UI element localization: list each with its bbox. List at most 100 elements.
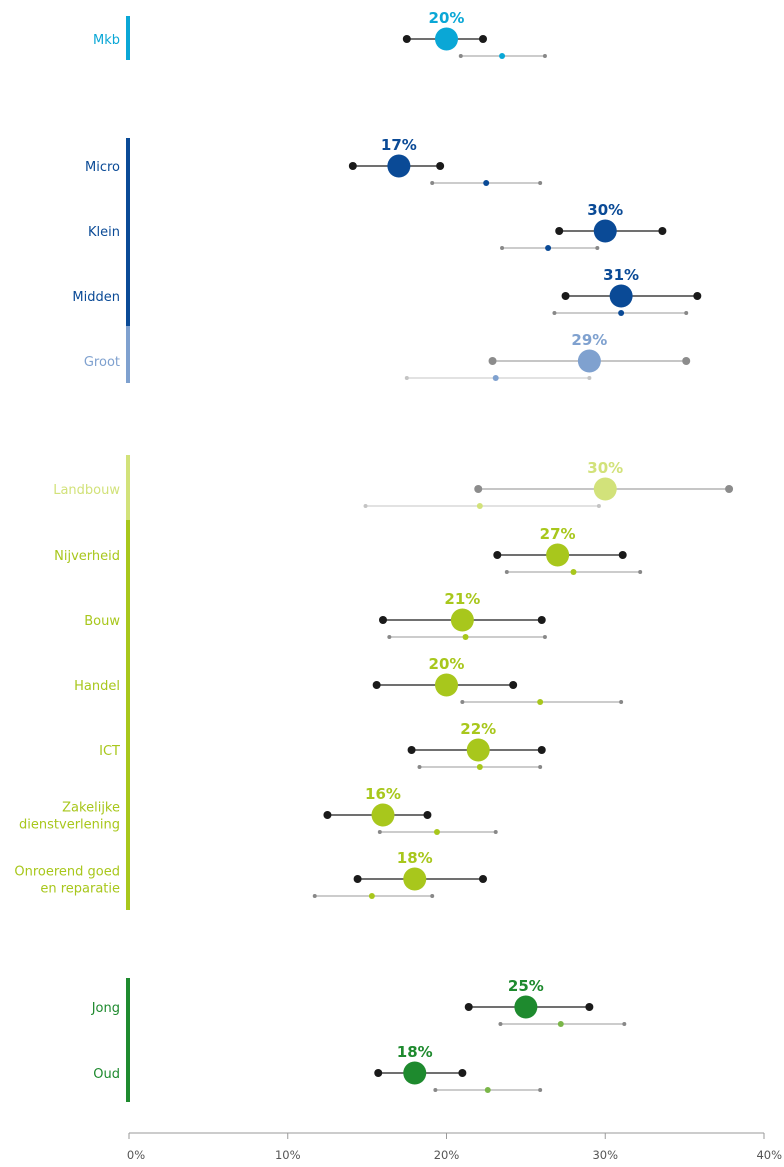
- ref-value-dot: [483, 180, 490, 186]
- x-tick-label: 30%: [592, 1148, 618, 1162]
- row-label-line: en reparatie: [40, 882, 120, 897]
- row-label: Nijverheid: [54, 549, 120, 564]
- ref-value-dot: [537, 699, 544, 705]
- range-end-dot: [323, 811, 332, 819]
- value-label: 21%: [444, 590, 480, 608]
- range-end-dot: [458, 1069, 467, 1077]
- ref-value-dot: [462, 634, 469, 640]
- x-tick-label: 10%: [275, 1148, 301, 1162]
- ref-value-dot: [618, 310, 625, 316]
- ref-range-end: [363, 504, 368, 508]
- value-dot: [435, 673, 458, 697]
- range-end-dot: [585, 1003, 594, 1011]
- value-label: 18%: [397, 1043, 433, 1061]
- range-end-dot: [407, 746, 416, 754]
- range-end-dot: [658, 227, 667, 235]
- value-dot: [593, 219, 617, 243]
- ref-value-dot: [476, 503, 483, 509]
- ref-value-dot: [476, 764, 483, 770]
- value-label: 30%: [587, 459, 623, 477]
- range-end-dot: [693, 292, 702, 300]
- value-dot: [371, 803, 395, 827]
- range-end-dot: [682, 357, 691, 365]
- ref-range-end: [542, 635, 547, 639]
- ref-range-end: [552, 311, 557, 315]
- row-label: Micro: [85, 160, 120, 175]
- group-bar: [126, 520, 130, 910]
- range-end-dot: [464, 1003, 473, 1011]
- ref-range-end: [638, 570, 643, 574]
- range-end-dot: [537, 616, 546, 624]
- range-end-dot: [618, 551, 627, 559]
- range-end-dot: [348, 162, 357, 170]
- row-label-line: Klein: [88, 225, 120, 240]
- value-dot: [403, 1061, 427, 1085]
- group-bar: [126, 455, 130, 520]
- range-end-dot: [488, 357, 497, 365]
- ref-value-dot: [499, 53, 506, 59]
- row-label-line: Onroerend goed: [14, 865, 120, 880]
- ref-range-end: [312, 894, 317, 898]
- ref-range-end: [430, 894, 435, 898]
- ref-range-end: [542, 54, 547, 58]
- group-bar: [126, 16, 130, 60]
- ref-range-end: [538, 181, 543, 185]
- x-tick-label: 20%: [434, 1148, 460, 1162]
- range-end-dot: [493, 551, 502, 559]
- ref-range-end: [460, 700, 465, 704]
- range-end-dot: [374, 1069, 383, 1077]
- ref-range-end: [430, 181, 435, 185]
- row-label-line: Oud: [93, 1067, 120, 1082]
- row-label-line: Groot: [84, 355, 120, 370]
- ref-range-end: [684, 311, 689, 315]
- ref-range-end: [538, 1088, 543, 1092]
- range-end-dot: [479, 35, 488, 43]
- ref-range-end: [595, 246, 600, 250]
- row-label: Zakelijke dienstverlening: [19, 801, 120, 833]
- row-label-line: Micro: [85, 160, 120, 175]
- ref-value-dot: [368, 893, 375, 899]
- value-label: 30%: [587, 201, 623, 219]
- ref-range-end: [622, 1022, 627, 1026]
- ref-range-end: [493, 830, 498, 834]
- range-end-dot: [725, 485, 734, 493]
- value-dot: [403, 867, 427, 891]
- ref-range-end: [538, 765, 543, 769]
- row-label: ICT: [99, 744, 120, 759]
- range-end-dot: [423, 811, 432, 819]
- ref-value-dot: [557, 1021, 564, 1027]
- row-label-line: Nijverheid: [54, 549, 120, 564]
- range-end-dot: [509, 681, 518, 689]
- ref-range-end: [417, 765, 422, 769]
- range-end-dot: [372, 681, 381, 689]
- value-dot: [577, 349, 601, 373]
- range-end-dot: [561, 292, 570, 300]
- ref-range-end: [433, 1088, 438, 1092]
- row-label: Mkb: [93, 33, 120, 48]
- ref-value-dot: [433, 829, 440, 835]
- value-label: 31%: [603, 266, 639, 284]
- ref-value-dot: [484, 1087, 491, 1093]
- ref-value-dot: [545, 245, 552, 251]
- range-end-dot: [555, 227, 564, 235]
- row-label: Midden: [72, 290, 120, 305]
- range-end-dot: [353, 875, 362, 883]
- row-label: Bouw: [84, 614, 120, 629]
- value-dot: [450, 608, 474, 632]
- value-dot: [609, 284, 633, 308]
- value-dot: [514, 995, 538, 1019]
- ref-range-end: [619, 700, 624, 704]
- ref-range-end: [498, 1022, 503, 1026]
- value-label: 22%: [460, 720, 496, 738]
- row-label: Onroerend goed en reparatie: [14, 865, 120, 897]
- row-label-line: Mkb: [93, 33, 120, 48]
- value-dot: [435, 27, 458, 51]
- group-bar: [126, 138, 130, 326]
- value-dot: [593, 477, 617, 501]
- value-label: 20%: [429, 9, 465, 27]
- range-end-dot: [436, 162, 445, 170]
- value-dot: [466, 738, 490, 762]
- x-tick-label: 40%: [756, 1148, 782, 1162]
- value-dot: [387, 154, 411, 178]
